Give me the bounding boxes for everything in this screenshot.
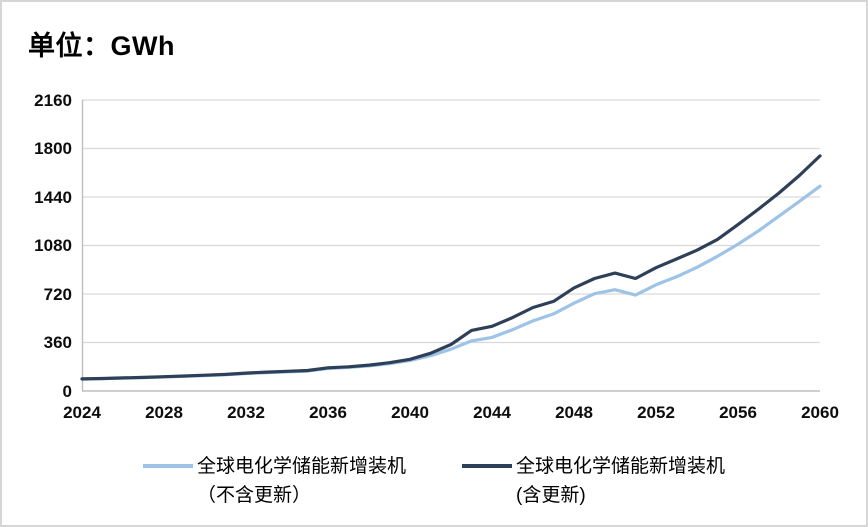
legend-item-excluding-renewal: 全球电化学储能新增装机 （不含更新） — [142, 452, 406, 510]
legend-label-line1: 全球电化学储能新增装机 — [196, 456, 406, 477]
legend-label-line2: （不含更新） — [196, 485, 311, 506]
x-tick-label: 2028 — [145, 403, 183, 422]
y-tick-label: 720 — [43, 284, 72, 304]
x-tick-label: 2036 — [309, 403, 347, 422]
y-tick-label: 1080 — [34, 236, 72, 255]
legend-label: 全球电化学储能新增装机 (含更新) — [516, 452, 725, 510]
legend: 全球电化学储能新增装机 （不含更新） 全球电化学储能新增装机 (含更新) — [2, 452, 866, 510]
legend-line-swatch — [462, 464, 512, 468]
x-tick-label: 2056 — [719, 403, 757, 422]
y-tick-label: 1800 — [34, 139, 72, 158]
y-tick-label: 2160 — [34, 90, 72, 110]
legend-item-including-renewal: 全球电化学储能新增装机 (含更新) — [462, 452, 725, 510]
y-tick-label: 0 — [62, 381, 72, 401]
legend-label: 全球电化学储能新增装机 （不含更新） — [197, 452, 406, 510]
y-tick-label: 360 — [43, 333, 72, 352]
series-line-including-renewal — [80, 154, 822, 381]
x-tick-label: 2040 — [391, 403, 429, 422]
x-tick-label: 2048 — [555, 403, 593, 422]
legend-label-line1: 全球电化学储能新增装机 — [516, 456, 726, 477]
x-tick-label: 2060 — [801, 403, 839, 422]
x-tick-label: 2032 — [227, 403, 265, 422]
chart-title: 单位：GWh — [28, 31, 175, 61]
x-tick-label: 2052 — [637, 403, 675, 422]
series-line-excluding-renewal — [80, 184, 822, 381]
y-tick-label: 1440 — [34, 187, 72, 207]
legend-label-line2: (含更新) — [516, 485, 586, 506]
x-tick-label: 2044 — [473, 403, 511, 422]
line-chart-plot-area — [80, 99, 822, 392]
legend-line-swatch — [142, 464, 193, 468]
x-tick-label: 2024 — [63, 403, 101, 422]
